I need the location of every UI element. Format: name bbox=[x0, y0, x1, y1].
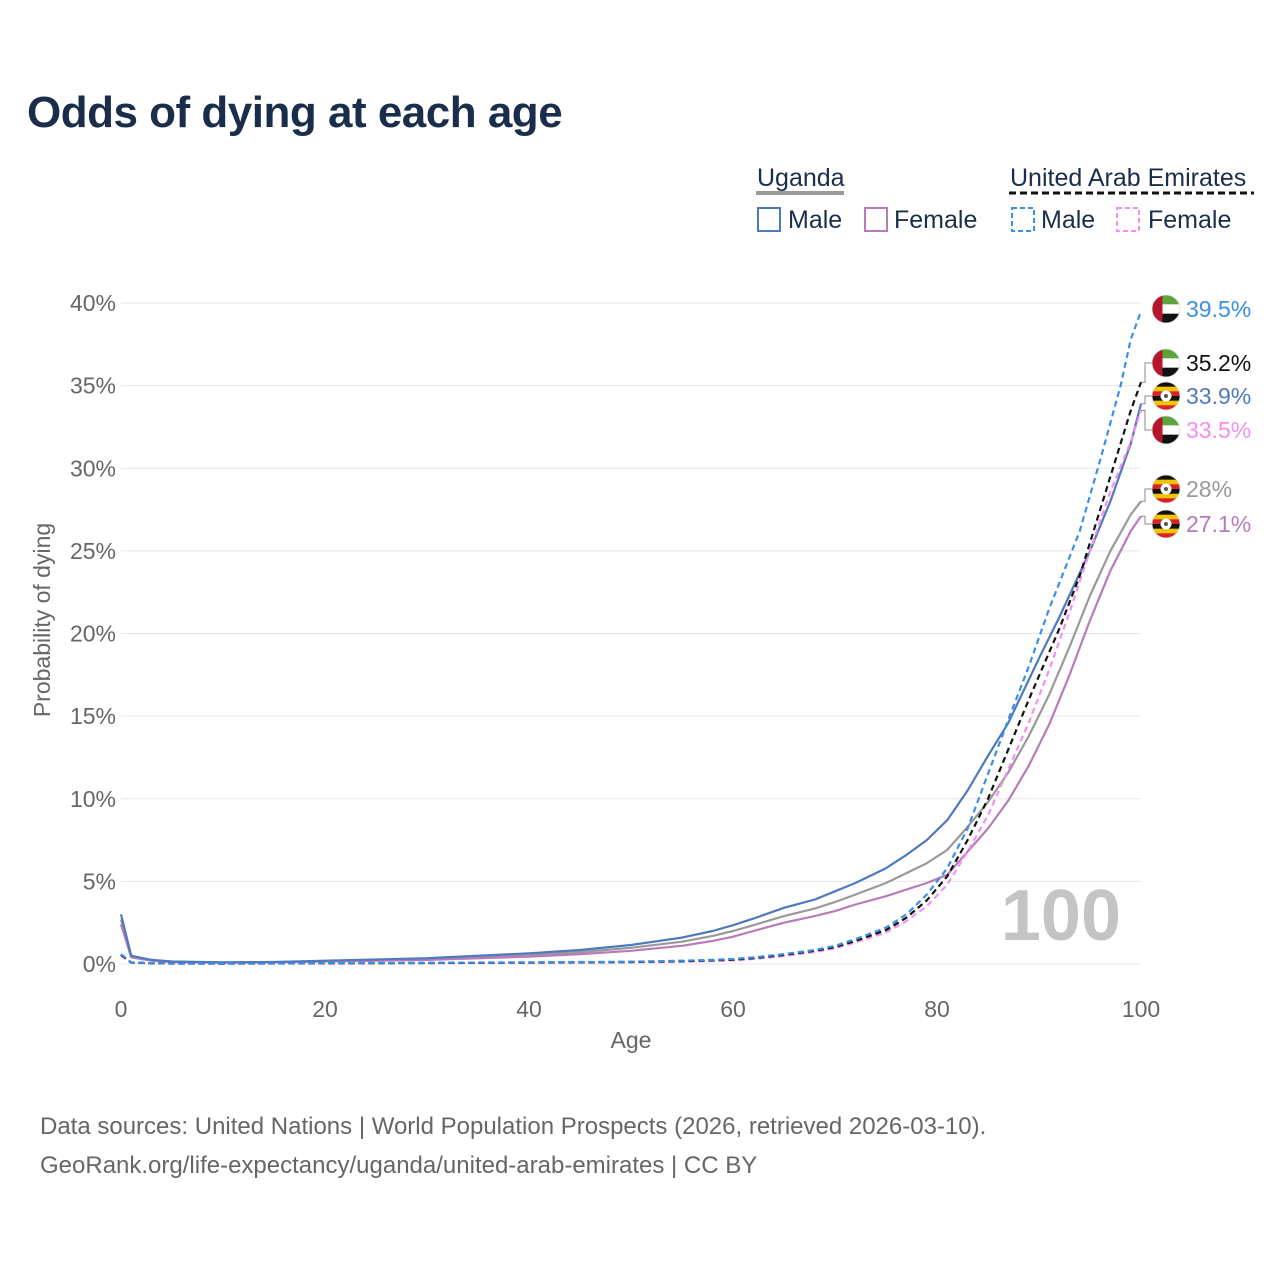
uganda-flag-icon bbox=[1152, 510, 1180, 538]
legend-uae-male-label: Male bbox=[1041, 206, 1095, 234]
chart-title: Odds of dying at each age bbox=[27, 88, 563, 137]
uae-flag-icon bbox=[1152, 349, 1180, 377]
legend-uae-female-swatch bbox=[1116, 207, 1140, 232]
y-tick-label: 20% bbox=[70, 621, 116, 647]
legend-group-uae-title: United Arab Emirates bbox=[1010, 164, 1246, 192]
uganda-flag-icon bbox=[1152, 475, 1180, 503]
end-label-connector bbox=[1141, 409, 1152, 431]
x-tick-label: 40 bbox=[516, 996, 542, 1022]
legend-uae-male-swatch bbox=[1011, 207, 1035, 232]
end-label-uganda-male: 33.9% bbox=[1141, 381, 1251, 411]
uganda-flag-icon bbox=[1152, 382, 1180, 410]
x-tick-label: 0 bbox=[115, 996, 128, 1022]
end-label-value: 35.2% bbox=[1186, 350, 1251, 376]
end-label-connector bbox=[1141, 395, 1152, 405]
source-line-2[interactable]: GeoRank.org/life-expectancy/uganda/unite… bbox=[40, 1152, 758, 1179]
uae-flag-icon bbox=[1152, 295, 1180, 323]
x-tick-label: 100 bbox=[1122, 996, 1160, 1022]
x-axis-ticks: 0 20 40 60 80 100 bbox=[115, 996, 1161, 1022]
y-tick-label: 0% bbox=[83, 951, 116, 977]
x-tick-label: 20 bbox=[312, 996, 338, 1022]
series-line-uae-female bbox=[120, 410, 1143, 965]
end-label-uganda-female: 27.1% bbox=[1141, 509, 1251, 539]
end-label-uganda-total: 28% bbox=[1141, 474, 1232, 504]
legend-uganda-female-label: Female bbox=[894, 206, 977, 234]
source-line-1: Data sources: United Nations | World Pop… bbox=[40, 1113, 987, 1140]
end-label-uae-total: 35.2% bbox=[1141, 348, 1251, 383]
end-label-value: 27.1% bbox=[1186, 511, 1251, 537]
end-label-uae-male: 39.5% bbox=[1151, 294, 1251, 324]
series-lines bbox=[119, 310, 1143, 965]
legend-group-uganda-title: Uganda bbox=[757, 164, 845, 192]
y-axis-ticks: 0% 5% 10% 15% 20% 25% 30% 35% 40% bbox=[70, 290, 116, 977]
end-label-connector bbox=[1141, 515, 1152, 525]
x-axis-title: Age bbox=[611, 1027, 652, 1053]
series-line-uganda-female bbox=[119, 515, 1142, 964]
legend-uganda-male-swatch bbox=[757, 207, 781, 232]
end-label-uae-female: 33.5% bbox=[1141, 409, 1251, 445]
legend-uae-female-label: Female bbox=[1148, 206, 1231, 234]
series-line-uganda-total bbox=[119, 500, 1142, 964]
source-note: Data sources: United Nations | World Pop… bbox=[40, 1107, 986, 1185]
y-tick-label: 30% bbox=[70, 455, 116, 481]
y-tick-label: 10% bbox=[70, 786, 116, 812]
end-label-value: 28% bbox=[1186, 476, 1232, 502]
gridlines bbox=[121, 302, 1141, 965]
y-tick-label: 40% bbox=[70, 290, 116, 316]
legend: Uganda Male Female United Arab Emirates … bbox=[756, 164, 1254, 234]
end-label-value: 33.5% bbox=[1186, 417, 1251, 443]
y-tick-label: 15% bbox=[70, 703, 116, 729]
legend-uganda-male-label: Male bbox=[788, 206, 842, 234]
y-tick-label: 35% bbox=[70, 373, 116, 399]
end-label-value: 33.9% bbox=[1186, 383, 1251, 409]
y-tick-label: 25% bbox=[70, 538, 116, 564]
end-labels: 39.5% 35.2% 33.9% 33.5% 28% 27.1% bbox=[1141, 294, 1251, 539]
end-label-connector bbox=[1141, 362, 1152, 383]
y-axis-title: Probability of dying bbox=[29, 523, 55, 717]
x-tick-label: 60 bbox=[720, 996, 746, 1022]
end-label-value: 39.5% bbox=[1186, 296, 1251, 322]
uae-flag-icon bbox=[1152, 416, 1180, 444]
x-tick-label: 80 bbox=[924, 996, 950, 1022]
end-label-connector bbox=[1141, 488, 1152, 502]
series-line-uae-total bbox=[120, 381, 1143, 965]
series-line-uganda-male bbox=[119, 403, 1143, 964]
age-watermark: 100 bbox=[1001, 876, 1121, 956]
legend-uganda-female-swatch bbox=[864, 207, 888, 232]
series-line-uae-male bbox=[120, 310, 1143, 965]
y-tick-label: 5% bbox=[83, 868, 116, 894]
